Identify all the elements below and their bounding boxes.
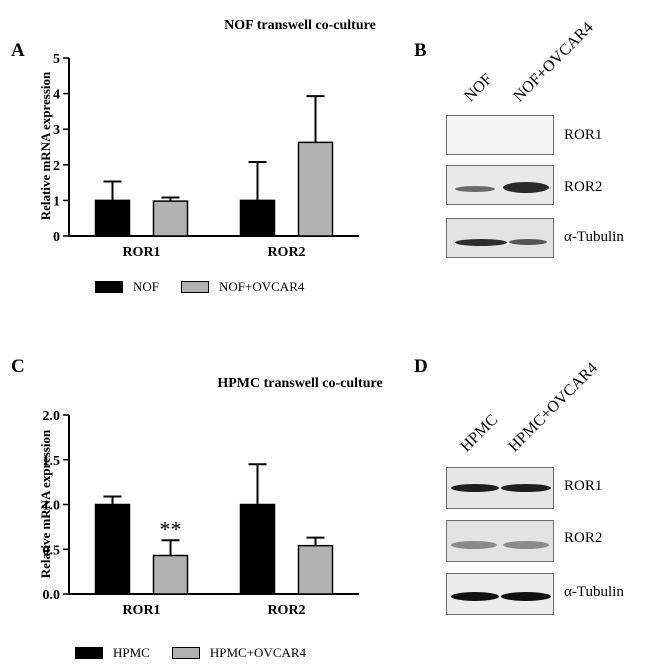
blot-d-label-ror2: ROR2 bbox=[564, 530, 603, 546]
blot-band bbox=[455, 239, 507, 246]
legend-label-hpmc: HPMC bbox=[113, 645, 150, 660]
chart-c-title: HPMC transwell co-culture bbox=[217, 376, 383, 391]
y-tick-label: 0.5 bbox=[43, 543, 61, 558]
bar bbox=[239, 199, 276, 237]
legend-label-nof: NOF bbox=[133, 279, 160, 294]
legend-swatch-nof-ovcar4 bbox=[181, 281, 210, 293]
bar bbox=[152, 200, 189, 237]
blot-band bbox=[451, 484, 499, 492]
bar bbox=[152, 554, 189, 595]
blot-b-label-ror1: ROR1 bbox=[564, 127, 603, 143]
x-tick-label: ROR2 bbox=[267, 245, 305, 260]
blot-d-row-tubulin bbox=[446, 573, 554, 615]
blot-b-row-ror2 bbox=[446, 165, 554, 205]
y-tick-label: 1.0 bbox=[43, 499, 61, 514]
y-tick-label: 2.0 bbox=[43, 409, 61, 424]
x-tick-label: ROR2 bbox=[267, 603, 305, 618]
x-tick-label: ROR1 bbox=[122, 245, 160, 260]
chart-c-legend: HPMC HPMC+OVCAR4 bbox=[75, 645, 328, 661]
blot-band bbox=[509, 239, 547, 245]
blot-b-label-tubulin: α-Tubulin bbox=[564, 229, 624, 245]
y-tick-label: 2 bbox=[53, 159, 60, 174]
panel-letter-a: A bbox=[11, 40, 25, 61]
bar bbox=[297, 544, 334, 595]
chart-a-legend: NOF NOF+OVCAR4 bbox=[95, 279, 326, 295]
bar bbox=[94, 503, 131, 595]
y-tick-label: 0 bbox=[53, 230, 60, 245]
legend-swatch-hpmc-ovcar4 bbox=[171, 647, 200, 659]
blot-band bbox=[451, 592, 499, 601]
significance-marker: ** bbox=[160, 516, 182, 541]
y-tick-label: 5 bbox=[53, 52, 60, 67]
legend-label-hpmc-ovcar4: HPMC+OVCAR4 bbox=[209, 645, 307, 660]
y-tick-label: 3 bbox=[53, 123, 60, 138]
x-tick-label: ROR1 bbox=[122, 603, 160, 618]
blot-b-row-tubulin bbox=[446, 218, 554, 258]
blot-band bbox=[501, 592, 551, 601]
blot-band bbox=[503, 182, 549, 193]
legend-swatch-nof bbox=[95, 281, 123, 293]
panel-letter-b: B bbox=[414, 40, 427, 61]
y-tick-label: 1.5 bbox=[43, 454, 61, 469]
blot-d-row-ror1 bbox=[446, 467, 554, 509]
y-tick-label: 4 bbox=[53, 88, 60, 103]
blot-band bbox=[455, 186, 495, 192]
blot-d-label-tubulin: α-Tubulin bbox=[564, 584, 624, 600]
panel-letter-c: C bbox=[11, 356, 25, 377]
blot-band bbox=[451, 541, 497, 549]
blot-band bbox=[501, 484, 551, 492]
blot-d-label-ror1: ROR1 bbox=[564, 478, 603, 494]
bar bbox=[94, 199, 131, 237]
blot-b-row-ror1 bbox=[446, 115, 554, 155]
legend-swatch-hpmc bbox=[75, 647, 103, 659]
legend-label-nof-ovcar4: NOF+OVCAR4 bbox=[219, 279, 305, 294]
blot-d-row-ror2 bbox=[446, 520, 554, 562]
y-tick-label: 1 bbox=[53, 194, 60, 209]
chart-a-title: NOF transwell co-culture bbox=[224, 18, 376, 33]
panel-letter-d: D bbox=[414, 356, 428, 377]
blot-band bbox=[503, 541, 549, 549]
bar bbox=[239, 503, 276, 595]
blot-b-label-ror2: ROR2 bbox=[564, 179, 603, 195]
y-tick-label: 0.0 bbox=[43, 588, 61, 603]
